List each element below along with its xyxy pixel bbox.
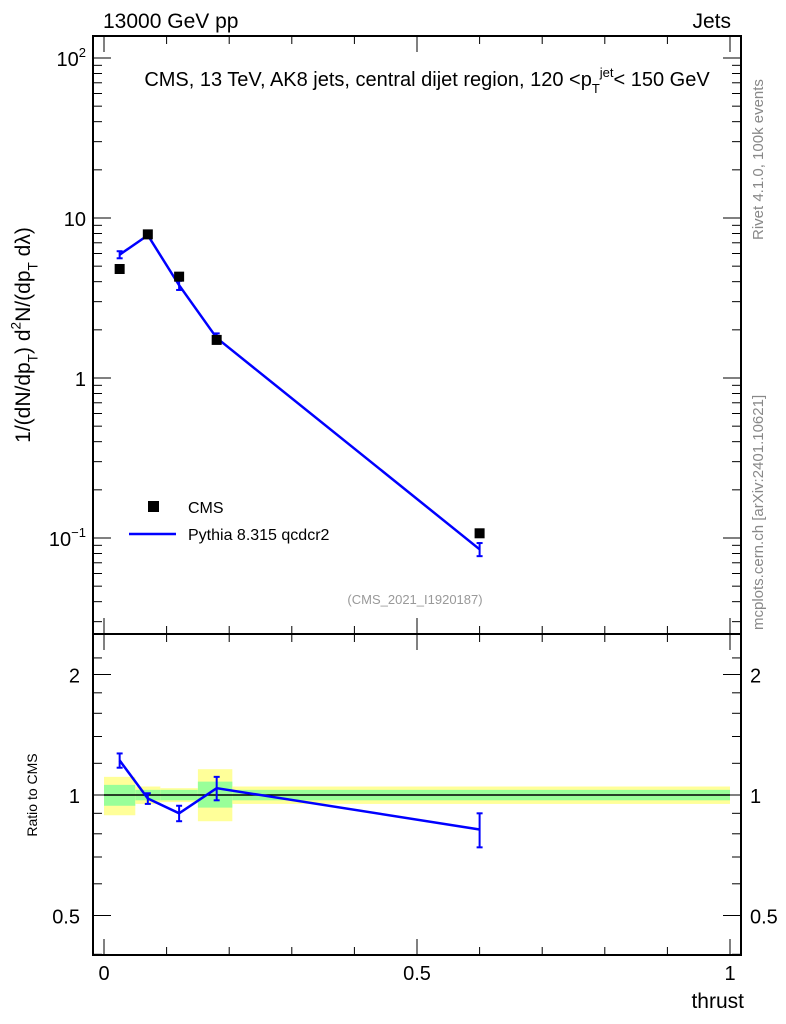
header-left: 13000 GeV pp — [103, 10, 238, 33]
x-tick-label: 1 — [724, 963, 735, 985]
mc-line — [118, 233, 481, 551]
mcplots-label: mcplots.cern.ch [arXiv:2401.10621] — [750, 395, 767, 630]
ratio-y-tick-label: 2 — [69, 666, 80, 688]
y-tick-label: 1 — [75, 369, 86, 391]
cms-data-point — [474, 528, 485, 539]
cms-data-point — [211, 334, 222, 345]
ratio-y-tick-label: 1 — [69, 786, 80, 808]
y-tick-label: 102 — [57, 45, 86, 71]
x-tick-label: 0 — [98, 963, 109, 985]
cms-data-point — [174, 271, 185, 282]
watermark: (CMS_2021_I1920187) — [347, 592, 482, 607]
y-tick-label: 10 — [64, 209, 86, 231]
cms-data-point — [114, 264, 125, 275]
y-axis-label: 1/(dN/dpT) d2N/(dpT dλ) — [9, 227, 41, 443]
ratio-y-tick-label-right: 0.5 — [750, 907, 778, 929]
rivet-label: Rivet 4.1.0, 100k events — [750, 79, 767, 240]
chart-title: CMS, 13 TeV, AK8 jets, central dijet reg… — [144, 65, 710, 96]
ratio-y-tick-label-right: 2 — [750, 666, 761, 688]
main-frame — [92, 35, 742, 635]
x-tick-label: 0.5 — [403, 963, 431, 985]
header-right: Jets — [692, 10, 731, 33]
ratio-y-tick-label-right: 1 — [750, 786, 761, 808]
y-tick-label: 10−1 — [49, 525, 86, 551]
ratio-y-label: Ratio to CMS — [24, 753, 40, 836]
cms-data-point — [142, 229, 153, 240]
legend-mc-label: Pythia 8.315 qcdcr2 — [188, 527, 330, 544]
ratio-y-tick-label: 0.5 — [52, 907, 80, 929]
legend-cms-marker — [148, 501, 159, 512]
main-panel: 10−1 1 10 102 CMS Pythia 8.315 qcdcr2 — [49, 35, 742, 955]
x-axis-label: thrust — [691, 990, 744, 1013]
legend-cms-label: CMS — [188, 500, 224, 517]
ratio-panel: 0 0.5 1 0.5 0.5 1 1 2 2 — [52, 633, 778, 985]
